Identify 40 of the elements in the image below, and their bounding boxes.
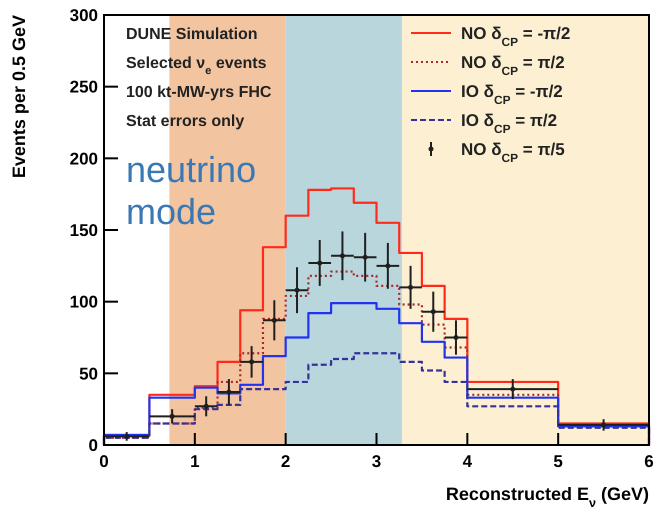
x-tick-label: 3 <box>372 452 382 471</box>
annotation: neutrino mode <box>126 149 256 232</box>
x-tick-label: 5 <box>553 452 563 471</box>
point <box>294 288 300 293</box>
point <box>510 386 516 392</box>
point <box>272 318 277 323</box>
point <box>317 260 322 266</box>
y-tick-label: 0 <box>88 436 98 455</box>
point <box>601 422 606 428</box>
annotation: 100 kt-MW-yrs FHC <box>126 84 272 101</box>
point <box>226 389 232 394</box>
y-tick-label: 50 <box>79 364 98 384</box>
legend-label: NO δ$_{CP}$ = π/2 <box>461 53 565 78</box>
point <box>385 263 390 268</box>
legend-label: IO δ$_{CP}$ = -π/2 <box>461 82 563 107</box>
y-tick-label: 100 <box>70 292 98 312</box>
y-tick-label: 150 <box>70 221 98 240</box>
y-tick-label: 250 <box>70 78 98 97</box>
x-tick-label: 1 <box>190 452 200 471</box>
x-tick-label: 6 <box>644 452 654 471</box>
point <box>340 253 345 258</box>
x-tick-label: 4 <box>462 452 473 471</box>
point <box>408 284 414 290</box>
y-axis-title: Events per 0.5 GeV <box>9 15 29 178</box>
y-tick-label: 300 <box>70 6 98 25</box>
legend-label: IO δ$_{CP}$ = π/2 <box>461 111 558 136</box>
point <box>204 404 209 409</box>
annotation: Stat errors only <box>126 113 244 130</box>
x-tick-label: 2 <box>280 452 290 471</box>
annotation: Selected ν$_{e}$ events <box>126 55 267 77</box>
y-tick-label: 200 <box>70 149 98 168</box>
x-axis-title: Reconstructed E$_{ν}$ (GeV) <box>446 484 649 509</box>
point <box>170 414 175 419</box>
annotation: DUNE Simulation <box>126 26 258 43</box>
point <box>249 359 254 364</box>
point <box>430 309 436 314</box>
point <box>453 335 458 340</box>
legend-label: NO δ$_{CP}$ = π/5 <box>461 140 565 165</box>
legend-label: NO δ$_{CP}$ = -π/2 <box>461 24 570 49</box>
point <box>362 254 368 260</box>
